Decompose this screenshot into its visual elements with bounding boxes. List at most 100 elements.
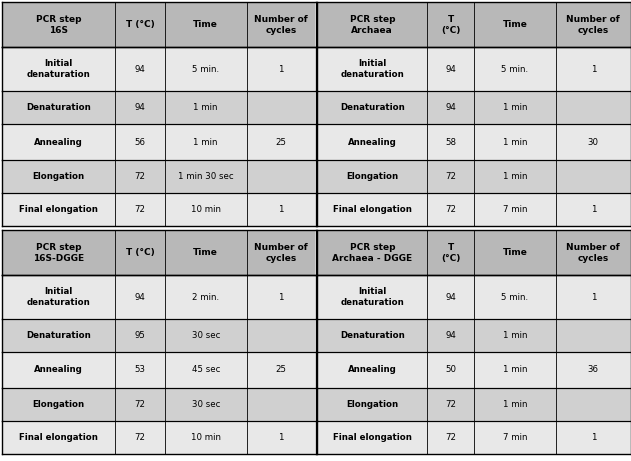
Text: Initial
denaturation: Initial denaturation xyxy=(27,287,90,307)
Text: 1: 1 xyxy=(278,433,284,442)
Text: Number of
cycles: Number of cycles xyxy=(254,242,308,263)
Text: 1 min: 1 min xyxy=(503,138,528,147)
Text: 95: 95 xyxy=(134,331,145,340)
Text: Elongation: Elongation xyxy=(346,400,398,409)
Text: Annealing: Annealing xyxy=(34,366,83,374)
Text: 1: 1 xyxy=(278,65,284,74)
Text: Time: Time xyxy=(193,20,218,30)
Text: 25: 25 xyxy=(276,366,286,374)
Text: 94: 94 xyxy=(445,103,456,112)
Text: 5 min.: 5 min. xyxy=(502,293,529,301)
Text: 5 min.: 5 min. xyxy=(192,65,220,74)
Text: 50: 50 xyxy=(445,366,456,374)
Text: 25: 25 xyxy=(276,138,286,147)
Text: 45 sec: 45 sec xyxy=(192,366,220,374)
Bar xyxy=(317,47,631,91)
Text: 72: 72 xyxy=(445,205,456,214)
Text: Initial
denaturation: Initial denaturation xyxy=(27,59,90,79)
Bar xyxy=(2,230,315,275)
Text: Denaturation: Denaturation xyxy=(340,103,404,112)
Text: Final elongation: Final elongation xyxy=(19,433,98,442)
Text: 53: 53 xyxy=(134,366,145,374)
Text: Annealing: Annealing xyxy=(34,138,83,147)
Text: Elongation: Elongation xyxy=(32,172,85,181)
Bar xyxy=(2,388,315,421)
Text: Number of
cycles: Number of cycles xyxy=(567,242,620,263)
Text: 1: 1 xyxy=(591,65,596,74)
Text: 36: 36 xyxy=(588,366,599,374)
Bar xyxy=(2,193,315,226)
Bar xyxy=(317,160,631,193)
Text: PCR step
16S-DGGE: PCR step 16S-DGGE xyxy=(33,242,84,263)
Bar xyxy=(317,275,631,319)
Text: Elongation: Elongation xyxy=(346,172,398,181)
Text: 5 min.: 5 min. xyxy=(502,65,529,74)
Text: 1 min: 1 min xyxy=(194,138,218,147)
Bar xyxy=(2,160,315,193)
Bar xyxy=(2,91,315,124)
Text: Time: Time xyxy=(502,248,528,257)
Bar xyxy=(317,2,631,47)
Text: 10 min: 10 min xyxy=(191,205,221,214)
Text: Final elongation: Final elongation xyxy=(333,433,411,442)
Text: 94: 94 xyxy=(134,293,145,301)
Text: Elongation: Elongation xyxy=(32,400,85,409)
Text: 30 sec: 30 sec xyxy=(192,400,220,409)
Text: 1: 1 xyxy=(591,293,596,301)
Text: 2 min.: 2 min. xyxy=(192,293,220,301)
Text: 30 sec: 30 sec xyxy=(192,331,220,340)
Text: 7 min: 7 min xyxy=(503,433,528,442)
Text: 94: 94 xyxy=(134,103,145,112)
Text: Final elongation: Final elongation xyxy=(333,205,411,214)
Text: Denaturation: Denaturation xyxy=(340,331,404,340)
Text: 1 min 30 sec: 1 min 30 sec xyxy=(178,172,233,181)
Text: T
(°C): T (°C) xyxy=(441,242,461,263)
Bar xyxy=(317,124,631,160)
Text: 72: 72 xyxy=(134,205,145,214)
Bar xyxy=(2,421,315,454)
Bar xyxy=(317,193,631,226)
Bar xyxy=(317,230,631,275)
Bar xyxy=(2,124,315,160)
Text: Number of
cycles: Number of cycles xyxy=(567,15,620,35)
Bar xyxy=(2,2,315,47)
Text: 1 min: 1 min xyxy=(503,331,528,340)
Text: 72: 72 xyxy=(134,400,145,409)
Bar xyxy=(317,352,631,388)
Text: Time: Time xyxy=(502,20,528,30)
Text: Denaturation: Denaturation xyxy=(26,331,91,340)
Text: Denaturation: Denaturation xyxy=(26,103,91,112)
Text: 72: 72 xyxy=(445,172,456,181)
Text: Final elongation: Final elongation xyxy=(19,205,98,214)
Bar xyxy=(317,421,631,454)
Text: 94: 94 xyxy=(445,293,456,301)
Text: T (°C): T (°C) xyxy=(126,20,154,30)
Bar xyxy=(2,275,315,319)
Text: 30: 30 xyxy=(588,138,599,147)
Text: T (°C): T (°C) xyxy=(126,248,154,257)
Text: PCR step
Archaea: PCR step Archaea xyxy=(350,15,395,35)
Text: 1: 1 xyxy=(591,433,596,442)
Text: T
(°C): T (°C) xyxy=(441,15,461,35)
Text: 72: 72 xyxy=(445,400,456,409)
Bar xyxy=(2,319,315,352)
Text: 1 min: 1 min xyxy=(503,103,528,112)
Text: 1 min: 1 min xyxy=(503,172,528,181)
Text: 7 min: 7 min xyxy=(503,205,528,214)
Text: Time: Time xyxy=(193,248,218,257)
Text: PCR step
16S: PCR step 16S xyxy=(35,15,81,35)
Text: 1: 1 xyxy=(278,293,284,301)
Bar xyxy=(317,319,631,352)
Text: 1 min: 1 min xyxy=(503,366,528,374)
Text: Number of
cycles: Number of cycles xyxy=(254,15,308,35)
Text: 72: 72 xyxy=(445,433,456,442)
Text: Annealing: Annealing xyxy=(348,366,397,374)
Text: 10 min: 10 min xyxy=(191,433,221,442)
Text: 56: 56 xyxy=(134,138,145,147)
Text: 72: 72 xyxy=(134,433,145,442)
Text: Annealing: Annealing xyxy=(348,138,397,147)
Text: 72: 72 xyxy=(134,172,145,181)
Bar xyxy=(317,388,631,421)
Bar xyxy=(2,352,315,388)
Text: 94: 94 xyxy=(445,65,456,74)
